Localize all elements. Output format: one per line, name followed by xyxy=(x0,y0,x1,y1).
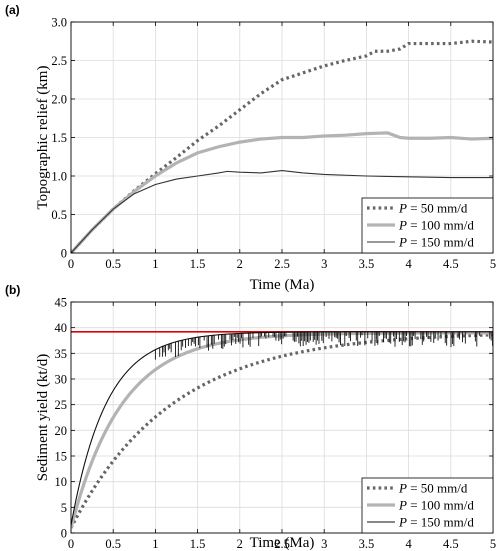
x-tick-label: 0 xyxy=(68,537,74,551)
x-axis-label: Time (Ma) xyxy=(250,277,315,293)
y-tick-label: 1.5 xyxy=(51,131,67,145)
y-tick-label: 1.0 xyxy=(51,170,67,184)
legend-rest: = 150 mm/d xyxy=(407,515,474,530)
legend-var: P xyxy=(398,481,407,496)
x-tick-label: 4 xyxy=(405,537,412,551)
y-tick-label: 0.5 xyxy=(51,208,67,222)
x-tick-label: 3 xyxy=(321,537,327,551)
legend-rest: = 50 mm/d xyxy=(407,481,468,496)
legend-rest: = 50 mm/d xyxy=(407,201,468,216)
y-tick-label: 2.5 xyxy=(51,54,67,68)
legend-label-3: P = 150 mm/d xyxy=(398,515,474,530)
series-group xyxy=(71,39,493,253)
x-tick-label: 3.5 xyxy=(359,537,375,551)
legend: P = 50 mm/dP = 100 mm/dP = 150 mm/d xyxy=(361,197,494,254)
legend-var: P xyxy=(398,498,407,513)
y-tick-label: 0 xyxy=(61,527,67,541)
x-tick-label: 0.5 xyxy=(105,257,121,271)
x-tick-label: 3.5 xyxy=(359,257,375,271)
y-tick-label: 45 xyxy=(55,296,68,310)
x-tick-label: 1.5 xyxy=(190,257,206,271)
series-line-2 xyxy=(71,131,493,253)
panel-label: (a) xyxy=(5,3,20,17)
legend-var: P xyxy=(398,515,407,530)
y-tick-label: 35 xyxy=(55,347,68,361)
x-tick-label: 5 xyxy=(490,257,496,271)
y-tick-label: 40 xyxy=(55,321,68,335)
series-line-3 xyxy=(71,331,493,526)
legend-label-1: P = 50 mm/d xyxy=(398,201,468,216)
x-axis-label: Time (Ma) xyxy=(250,535,315,551)
y-tick-label: 0 xyxy=(61,247,67,261)
series-group xyxy=(71,331,493,529)
y-tick-label: 10 xyxy=(55,475,68,489)
x-tick-label: 4.5 xyxy=(443,537,459,551)
x-tick-label: 2 xyxy=(237,257,243,271)
x-tick-label: 2 xyxy=(237,537,243,551)
legend-label-1: P = 50 mm/d xyxy=(398,481,468,496)
y-tick-label: 20 xyxy=(55,424,68,438)
y-tick-label: 30 xyxy=(55,373,68,387)
x-tick-label: 1.5 xyxy=(190,537,206,551)
legend-var: P xyxy=(398,235,407,250)
legend-var: P xyxy=(398,218,407,233)
x-tick-label: 0.5 xyxy=(105,537,121,551)
y-axis-label: Sediment yield (kt/d) xyxy=(35,354,51,481)
legend-label-3: P = 150 mm/d xyxy=(398,235,474,250)
x-tick-label: 5 xyxy=(490,537,496,551)
y-tick-label: 2.0 xyxy=(51,93,67,107)
legend-label-2: P = 100 mm/d xyxy=(398,218,474,233)
legend-var: P xyxy=(398,201,407,216)
legend-rest: = 150 mm/d xyxy=(407,235,474,250)
legend: P = 50 mm/dP = 100 mm/dP = 150 mm/d xyxy=(361,477,494,534)
x-tick-label: 2.5 xyxy=(274,257,290,271)
x-tick-label: 3 xyxy=(321,257,327,271)
y-tick-label: 25 xyxy=(55,398,68,412)
legend-rest: = 100 mm/d xyxy=(407,498,474,513)
x-tick-label: 2.5 xyxy=(274,537,290,551)
y-tick-label: 5 xyxy=(61,501,67,515)
legend-rest: = 100 mm/d xyxy=(407,218,474,233)
x-tick-label: 1 xyxy=(152,537,158,551)
chart-panel-b: (b) 0 0.5 1 1.5 2 2.5 3 3.5 4 4.5 5 0 5 10 15 20 25 30 35 40… xyxy=(5,283,496,551)
x-tick-label: 1 xyxy=(152,257,158,271)
y-axis-label: Topographic relief (km) xyxy=(35,66,51,210)
y-tick-label: 15 xyxy=(55,450,68,464)
x-tick-label: 4.5 xyxy=(443,257,459,271)
panel-label: (b) xyxy=(5,283,20,297)
chart-panel-a: (a) 0 0.5 1 1.5 2 2.5 3 3.5 4 4.5 5 0 0.5 1.0 1.5 2.0 2.5… xyxy=(5,3,496,293)
y-tick-label: 3.0 xyxy=(51,16,67,30)
legend-label-2: P = 100 mm/d xyxy=(398,498,474,513)
series-line-3 xyxy=(71,170,493,253)
x-tick-label: 4 xyxy=(405,257,412,271)
x-tick-label: 0 xyxy=(68,257,74,271)
